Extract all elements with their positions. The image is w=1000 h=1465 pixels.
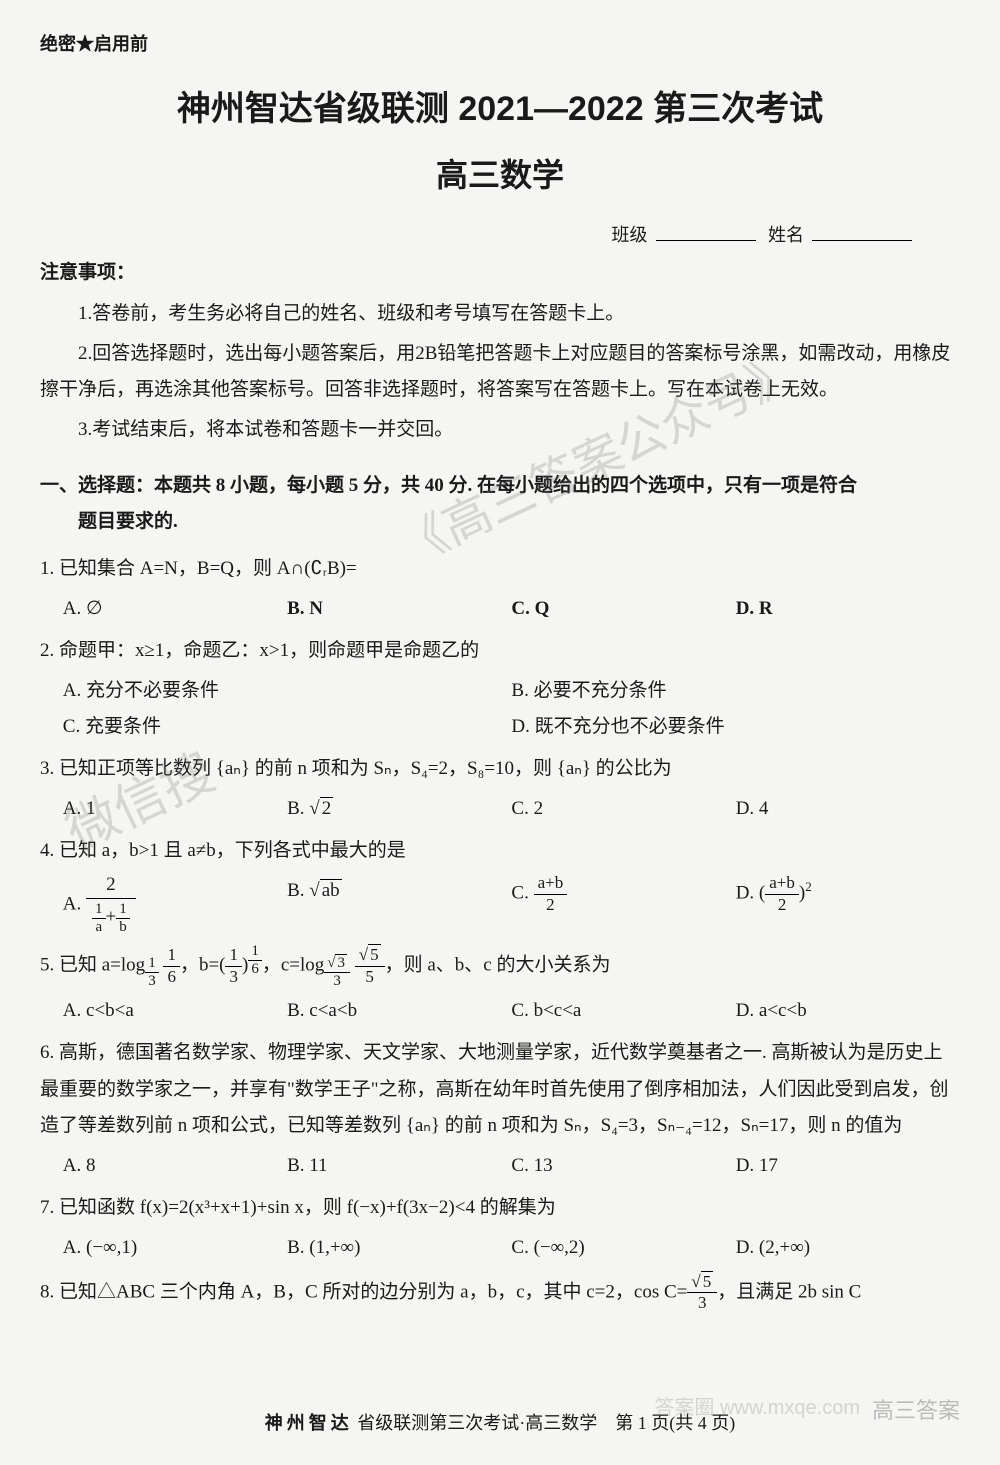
name-label: 姓名	[768, 225, 804, 245]
q2-opt-d: D. 既不充分也不必要条件	[511, 709, 960, 745]
notice-1: 1.答卷前，考生务必将自己的姓名、班级和考号填写在答题卡上。	[40, 296, 960, 332]
q4-opt-d: D. (a+b2)2	[736, 873, 960, 937]
q5-opt-a: A. c<b<a	[63, 993, 287, 1029]
q4-opt-b: B. √ab	[287, 873, 511, 937]
q2-opt-c: C. 充要条件	[63, 709, 512, 745]
section-1-heading: 一、选择题：本题共 8 小题，每小题 5 分，共 40 分. 在每小题给出的四个…	[40, 468, 960, 540]
q4-opt-a: A. 21a+1b	[63, 873, 287, 937]
q4-opt-c: C. a+b2	[511, 873, 735, 937]
question-1: 1. 已知集合 A=N，B=Q，则 A∩(∁ᵣB)= A. ∅ B. N C. …	[40, 551, 960, 627]
question-5: 5. 已知 a=log13 16，b=(13)16，c=log√33 √55，则…	[40, 943, 960, 1029]
exam-subtitle: 高三数学	[40, 150, 960, 196]
q5-opt-b: B. c<a<b	[287, 993, 511, 1029]
q3-opt-b: B. √2	[287, 791, 511, 827]
question-2: 2. 命题甲：x≥1，命题乙：x>1，则命题甲是命题乙的 A. 充分不必要条件 …	[40, 633, 960, 745]
question-4: 4. 已知 a，b>1 且 a≠b，下列各式中最大的是 A. 21a+1b B.…	[40, 833, 960, 937]
q2-opt-b: B. 必要不充分条件	[511, 673, 960, 709]
q1-opt-c: C. Q	[511, 591, 735, 627]
q6-opt-b: B. 11	[287, 1148, 511, 1184]
q3-opt-d: D. 4	[736, 791, 960, 827]
question-6: 6. 高斯，德国著名数学家、物理学家、天文学家、大地测量学家，近代数学奠基者之一…	[40, 1035, 960, 1183]
q5-opt-d: D. a<c<b	[736, 993, 960, 1029]
name-blank	[812, 240, 912, 241]
q2-opt-a: A. 充分不必要条件	[63, 673, 512, 709]
q6-opt-a: A. 8	[63, 1148, 287, 1184]
q7-opt-a: A. (−∞,1)	[63, 1230, 287, 1266]
q4-text: 4. 已知 a，b>1 且 a≠b，下列各式中最大的是	[40, 833, 960, 869]
q3-text: 3. 已知正项等比数列 {aₙ} 的前 n 项和为 Sₙ，S₄=2，S₈=10，…	[40, 751, 960, 787]
section-1-line2: 题目要求的.	[40, 504, 960, 540]
q1-text: 1. 已知集合 A=N，B=Q，则 A∩(∁ᵣB)=	[40, 551, 960, 587]
q5-opt-c: C. b<c<a	[511, 993, 735, 1029]
header-confidential: 绝密★启用前	[40, 30, 960, 56]
q2-options: A. 充分不必要条件 B. 必要不充分条件 C. 充要条件 D. 既不充分也不必…	[40, 673, 960, 745]
q2-text: 2. 命题甲：x≥1，命题乙：x>1，则命题甲是命题乙的	[40, 633, 960, 669]
q6-opt-c: C. 13	[511, 1148, 735, 1184]
q6-opt-d: D. 17	[736, 1148, 960, 1184]
footer-rest: 省级联测第三次考试·高三数学 第 1 页(共 4 页)	[353, 1413, 735, 1433]
question-7: 7. 已知函数 f(x)=2(x³+x+1)+sin x，则 f(−x)+f(3…	[40, 1190, 960, 1266]
q7-opt-b: B. (1,+∞)	[287, 1230, 511, 1266]
question-8: 8. 已知△ABC 三个内角 A，B，C 所对的边分别为 a，b，c，其中 c=…	[40, 1272, 960, 1314]
q7-opt-c: C. (−∞,2)	[511, 1230, 735, 1266]
q5-text: 5. 已知 a=log13 16，b=(13)16，c=log√33 √55，则…	[40, 943, 960, 989]
q1-opt-b: B. N	[287, 591, 511, 627]
notice-2: 2.回答选择题时，选出每小题答案后，用2B铅笔把答题卡上对应题目的答案标号涂黑，…	[40, 336, 960, 408]
class-label: 班级	[612, 225, 648, 245]
q3-opt-c: C. 2	[511, 791, 735, 827]
footer-bold: 神州智达	[265, 1413, 353, 1433]
q1-opt-d: D. R	[736, 591, 960, 627]
q3-opt-a: A. 1	[63, 791, 287, 827]
q7-options: A. (−∞,1) B. (1,+∞) C. (−∞,2) D. (2,+∞)	[40, 1230, 960, 1266]
exam-title: 神州智达省级联测 2021—2022 第三次考试	[40, 81, 960, 130]
q7-text: 7. 已知函数 f(x)=2(x³+x+1)+sin x，则 f(−x)+f(3…	[40, 1190, 960, 1226]
q7-opt-d: D. (2,+∞)	[736, 1230, 960, 1266]
section-1-line1: 一、选择题：本题共 8 小题，每小题 5 分，共 40 分. 在每小题给出的四个…	[40, 475, 857, 496]
q8-text: 8. 已知△ABC 三个内角 A，B，C 所对的边分别为 a，b，c，其中 c=…	[40, 1272, 960, 1314]
notice-3: 3.考试结束后，将本试卷和答题卡一并交回。	[40, 412, 960, 448]
q1-opt-a: A. ∅	[63, 591, 287, 627]
q4-options: A. 21a+1b B. √ab C. a+b2 D. (a+b2)2	[40, 873, 960, 937]
question-3: 3. 已知正项等比数列 {aₙ} 的前 n 项和为 Sₙ，S₄=2，S₈=10，…	[40, 751, 960, 827]
q5-options: A. c<b<a B. c<a<b C. b<c<a D. a<c<b	[40, 993, 960, 1029]
class-blank	[656, 240, 756, 241]
student-info-line: 班级 姓名	[40, 221, 960, 247]
page-footer: 神州智达 省级联测第三次考试·高三数学 第 1 页(共 4 页)	[0, 1409, 1000, 1435]
q6-options: A. 8 B. 11 C. 13 D. 17	[40, 1148, 960, 1184]
q1-options: A. ∅ B. N C. Q D. R	[40, 591, 960, 627]
notice-heading: 注意事项：	[40, 257, 960, 284]
q3-options: A. 1 B. √2 C. 2 D. 4	[40, 791, 960, 827]
q6-text: 6. 高斯，德国著名数学家、物理学家、天文学家、大地测量学家，近代数学奠基者之一…	[40, 1035, 960, 1143]
